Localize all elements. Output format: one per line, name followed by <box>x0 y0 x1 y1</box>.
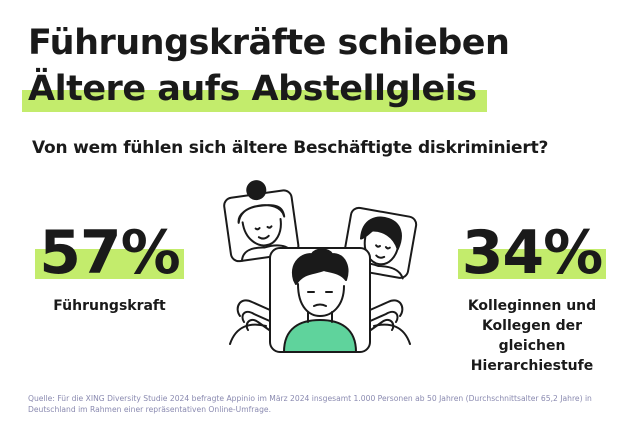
woman-bun-icon <box>223 180 300 263</box>
stat-value-leaders: 57% <box>35 218 184 288</box>
video-call-people-illustration <box>223 180 418 353</box>
headline-line-1: Führungskräfte schieben <box>28 23 510 63</box>
stat-label-leaders: Führungskraft <box>53 298 166 314</box>
stat-label-colleagues: Kolleginnen und Kollegen der gleichen Hi… <box>467 298 597 374</box>
stat-colleagues: 34% Kolleginnen und Kollegen der gleiche… <box>448 222 616 376</box>
man-on-tablet-icon <box>269 247 371 353</box>
hands-icon <box>229 299 411 345</box>
stat-value-colleagues: 34% <box>457 218 606 288</box>
headline-line-2: Ältere aufs Abstellgleis <box>22 66 487 112</box>
headline: Führungskräfte schieben Ältere aufs Abst… <box>22 20 510 112</box>
subtitle: Von wem fühlen sich ältere Beschäftigte … <box>32 138 549 158</box>
stat-leaders: 57% Führungskraft <box>32 222 187 316</box>
source-footnote: Quelle: Für die XING Diversity Studie 20… <box>28 394 592 414</box>
